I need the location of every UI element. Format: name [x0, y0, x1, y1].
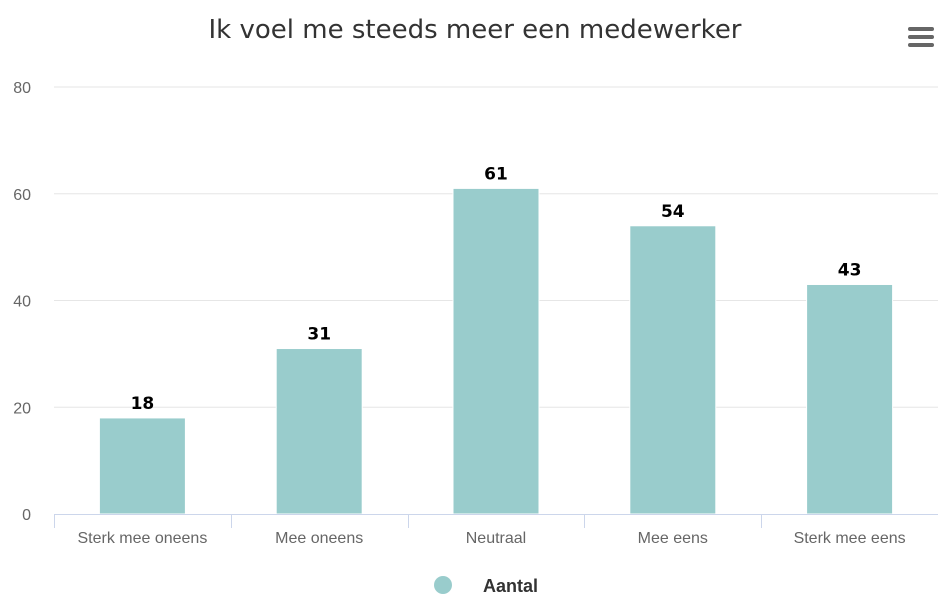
y-axis: 0 20 40 60 80: [13, 80, 31, 524]
bar: [275, 348, 363, 515]
data-label: 43: [838, 260, 862, 280]
bar: [452, 187, 540, 515]
x-axis: Sterk mee oneens Mee oneens Neutraal Mee ee…: [54, 514, 938, 547]
y-tick-label: 80: [13, 80, 31, 97]
data-labels: 18 31 61 54 43: [131, 164, 862, 414]
legend-label[interactable]: Aantal: [483, 576, 538, 596]
x-tick-label: Mee oneens: [275, 530, 363, 547]
data-label: 18: [131, 394, 155, 414]
x-tick-label: Sterk mee oneens: [77, 530, 207, 547]
bar: [98, 417, 186, 515]
x-tick-label: Sterk mee eens: [794, 530, 906, 547]
x-tick-label: Mee eens: [638, 530, 708, 547]
bar: [629, 225, 717, 515]
chart-title: Ik voel me steeds meer een medewerker: [209, 15, 742, 45]
y-tick-label: 0: [22, 507, 31, 524]
y-tick-label: 60: [13, 187, 31, 204]
legend[interactable]: Aantal: [434, 576, 538, 596]
data-label: 61: [484, 164, 508, 184]
hamburger-menu-icon[interactable]: [906, 26, 936, 50]
legend-marker: [434, 576, 452, 594]
bar: [806, 283, 894, 515]
data-label: 54: [661, 202, 685, 222]
y-tick-label: 40: [13, 294, 31, 311]
data-label: 31: [307, 325, 331, 345]
y-tick-label: 20: [13, 400, 31, 417]
bars: [98, 187, 894, 515]
x-tick-label: Neutraal: [466, 530, 526, 547]
